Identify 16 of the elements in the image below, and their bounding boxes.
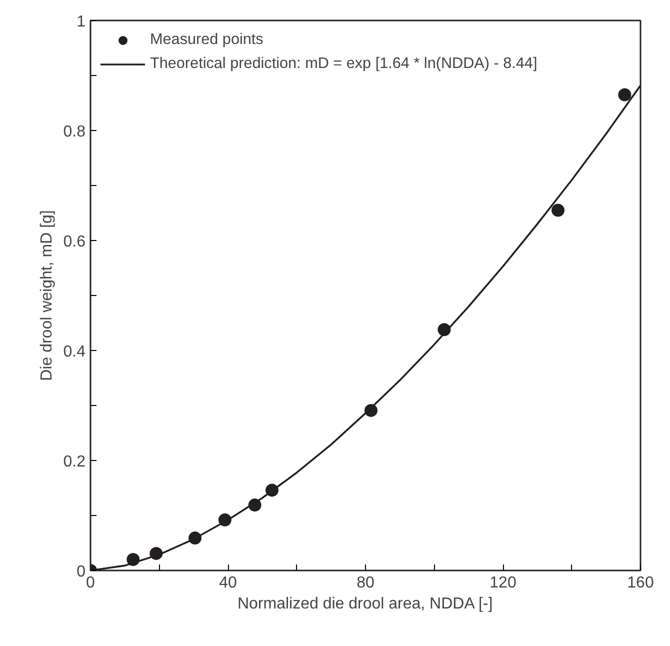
x-tick-label: 160 [627,574,654,592]
point [618,88,632,102]
x-tick-label: 40 [219,574,237,592]
x-tick-label: 120 [490,574,516,592]
y-tick-label: 0.6 [63,234,86,250]
legend-label: Theoretical prediction: mD = exp [1.64 * ln(NDDA) - 8.44] [150,55,538,73]
y-tick-label: 0.2 [63,454,86,470]
y-tick-label: 0 [76,564,86,580]
legend-label: Measured points [150,31,264,49]
y-tick-label: 1 [76,14,86,30]
x-axis-title: Normalized die drool area, NDDA [-] [237,596,493,612]
y-axis-title: Die drool weight, mD [g] [38,210,56,381]
x-tick-label: 80 [356,574,374,592]
point [552,204,564,217]
y-tick-label: 0.8 [63,124,86,140]
y-tick-label: 0.4 [63,344,86,360]
